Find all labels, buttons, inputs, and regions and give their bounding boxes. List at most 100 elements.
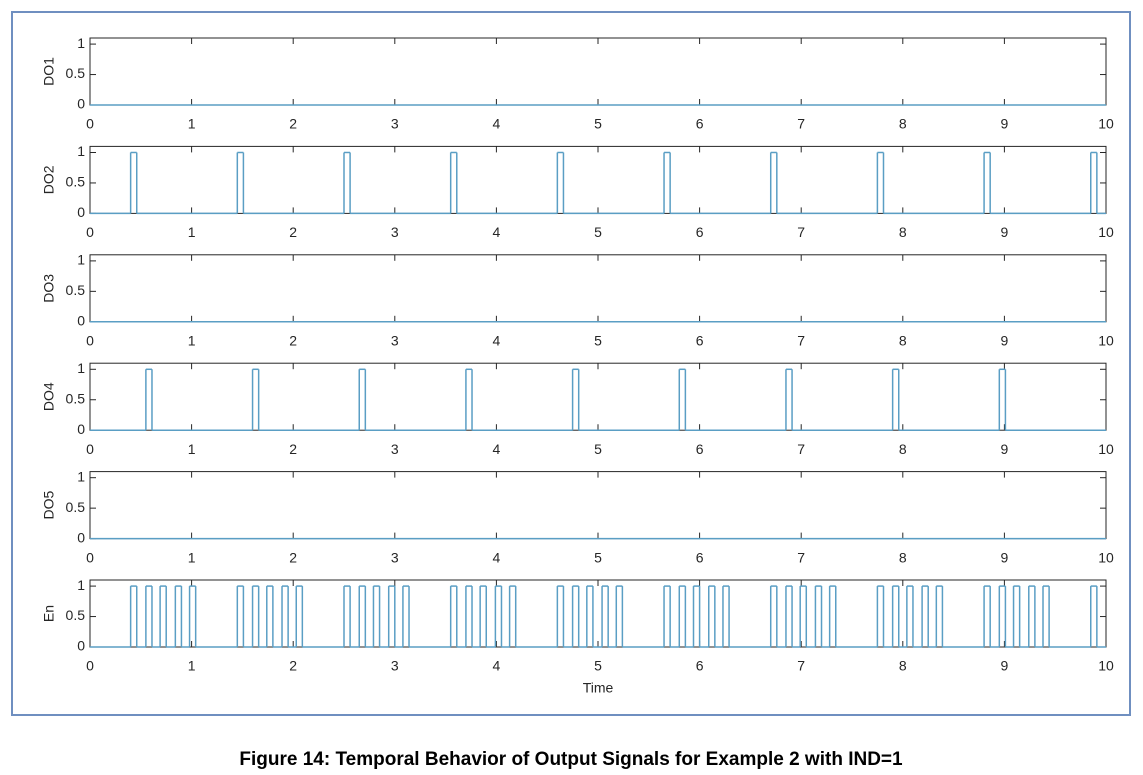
- axes-box: [89, 145, 1107, 214]
- x-tick-label: 4: [493, 333, 501, 349]
- x-tick-label: 3: [391, 224, 399, 240]
- x-tick-label: 2: [289, 549, 297, 565]
- x-tick-label: 5: [594, 549, 602, 565]
- x-tick-label: 9: [1001, 441, 1009, 457]
- x-tick-label: 9: [1001, 658, 1009, 674]
- y-tick-label: 0: [77, 96, 85, 112]
- x-tick-label: 7: [797, 224, 805, 240]
- y-tick-label: 1: [77, 252, 85, 268]
- x-axis-label: Time: [583, 680, 614, 696]
- x-tick-label: 5: [594, 224, 602, 240]
- axes-box: [89, 362, 1107, 431]
- axes-box: [89, 37, 1107, 106]
- x-tick-label: 9: [1001, 333, 1009, 349]
- x-tick-label: 10: [1098, 116, 1114, 132]
- y-tick-label: 0.5: [66, 499, 86, 515]
- x-tick-label: 7: [797, 116, 805, 132]
- x-tick-label: 4: [493, 441, 501, 457]
- y-axis-label: En: [41, 605, 57, 622]
- y-tick-label: 0.5: [66, 282, 86, 298]
- x-tick-label: 6: [696, 224, 704, 240]
- x-tick-label: 3: [391, 333, 399, 349]
- x-tick-label: 3: [391, 441, 399, 457]
- y-tick-label: 0: [77, 529, 85, 545]
- x-tick-label: 9: [1001, 549, 1009, 565]
- x-tick-label: 10: [1098, 333, 1114, 349]
- y-tick-label: 1: [77, 35, 85, 51]
- x-tick-label: 1: [188, 224, 196, 240]
- x-tick-label: 7: [797, 549, 805, 565]
- x-tick-label: 6: [696, 333, 704, 349]
- x-tick-label: 7: [797, 658, 805, 674]
- y-axis-label: DO1: [41, 57, 57, 86]
- axes-box: [89, 579, 1107, 648]
- x-tick-label: 0: [86, 116, 94, 132]
- x-tick-label: 0: [86, 224, 94, 240]
- x-tick-label: 2: [289, 658, 297, 674]
- x-tick-label: 0: [86, 333, 94, 349]
- x-tick-label: 5: [594, 658, 602, 674]
- x-tick-label: 8: [899, 441, 907, 457]
- x-tick-label: 1: [188, 549, 196, 565]
- x-tick-label: 5: [594, 116, 602, 132]
- x-tick-label: 0: [86, 658, 94, 674]
- x-tick-label: 9: [1001, 116, 1009, 132]
- x-tick-label: 0: [86, 441, 94, 457]
- y-tick-label: 0.5: [66, 607, 86, 623]
- x-tick-label: 7: [797, 333, 805, 349]
- y-axis-label: DO4: [41, 382, 57, 411]
- x-tick-label: 10: [1098, 658, 1114, 674]
- x-tick-label: 2: [289, 441, 297, 457]
- x-tick-label: 4: [493, 658, 501, 674]
- y-tick-label: 0.5: [66, 174, 86, 190]
- x-tick-label: 8: [899, 658, 907, 674]
- y-tick-label: 0.5: [66, 390, 86, 406]
- x-tick-label: 3: [391, 658, 399, 674]
- x-tick-label: 5: [594, 333, 602, 349]
- x-tick-label: 1: [188, 658, 196, 674]
- axes-box: [89, 471, 1107, 540]
- x-tick-label: 4: [493, 116, 501, 132]
- x-tick-label: 1: [188, 441, 196, 457]
- x-tick-label: 8: [899, 333, 907, 349]
- y-tick-label: 0: [77, 313, 85, 329]
- y-axis-label: DO5: [41, 490, 57, 519]
- x-tick-label: 4: [493, 549, 501, 565]
- x-tick-label: 6: [696, 658, 704, 674]
- y-tick-label: 0: [77, 204, 85, 220]
- x-tick-label: 10: [1098, 441, 1114, 457]
- x-tick-label: 3: [391, 549, 399, 565]
- x-tick-label: 8: [899, 116, 907, 132]
- x-tick-label: 2: [289, 116, 297, 132]
- x-tick-label: 0: [86, 549, 94, 565]
- x-tick-label: 1: [188, 116, 196, 132]
- x-tick-label: 6: [696, 441, 704, 457]
- y-tick-label: 1: [77, 468, 85, 484]
- x-tick-label: 9: [1001, 224, 1009, 240]
- y-axis-label: DO2: [41, 165, 57, 194]
- x-tick-label: 8: [899, 549, 907, 565]
- y-tick-label: 0.5: [66, 65, 86, 81]
- y-tick-label: 1: [77, 143, 85, 159]
- x-tick-label: 10: [1098, 549, 1114, 565]
- x-tick-label: 8: [899, 224, 907, 240]
- x-tick-label: 10: [1098, 224, 1114, 240]
- x-tick-label: 6: [696, 116, 704, 132]
- y-tick-label: 0: [77, 421, 85, 437]
- x-tick-label: 2: [289, 333, 297, 349]
- x-tick-label: 2: [289, 224, 297, 240]
- y-tick-label: 0: [77, 638, 85, 654]
- y-tick-label: 1: [77, 360, 85, 376]
- x-tick-label: 5: [594, 441, 602, 457]
- y-tick-label: 1: [77, 577, 85, 593]
- x-tick-label: 7: [797, 441, 805, 457]
- x-tick-label: 1: [188, 333, 196, 349]
- axes-box: [89, 254, 1107, 323]
- y-axis-label: DO3: [41, 274, 57, 303]
- caption: Figure 14: Temporal Behavior of Output S…: [239, 749, 903, 770]
- x-tick-label: 6: [696, 549, 704, 565]
- x-tick-label: 3: [391, 116, 399, 132]
- x-tick-label: 4: [493, 224, 501, 240]
